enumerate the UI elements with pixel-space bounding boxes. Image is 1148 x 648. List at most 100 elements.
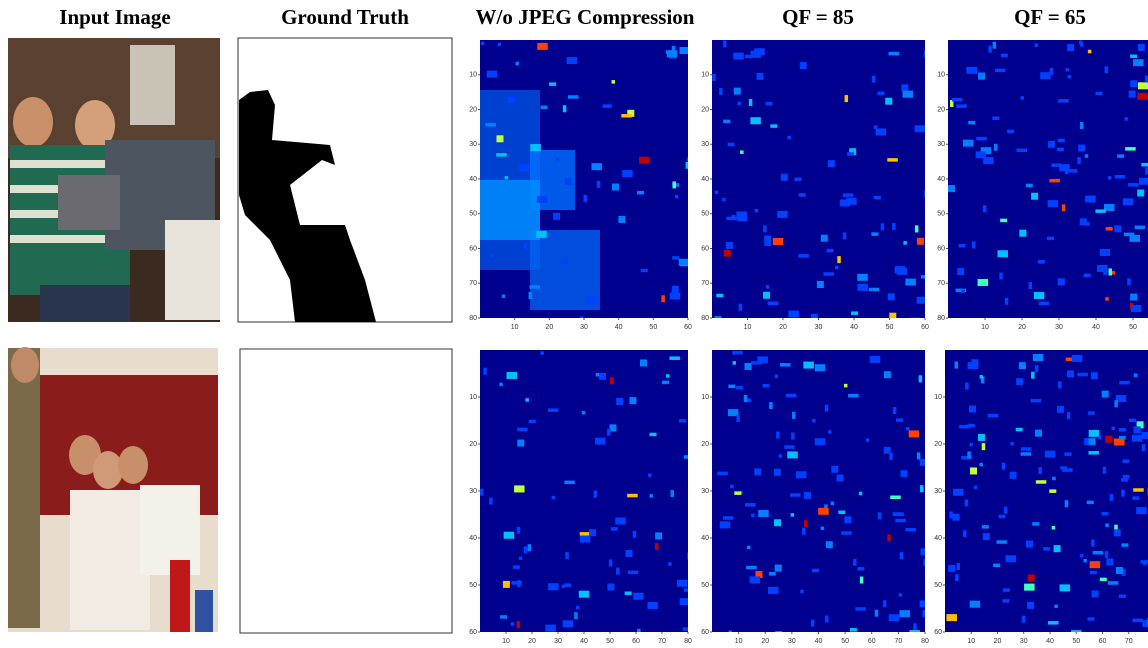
heatmap-cell [1103,272,1107,276]
heatmap-cell [507,372,517,379]
heatmap-cell [1031,372,1035,379]
heatmap-cell [818,508,829,515]
heatmap-cell [874,196,881,200]
heatmap-cell [1130,55,1137,59]
heatmap-cell [714,316,721,323]
heatmap-cell [889,313,896,320]
x-tick-label: 50 [886,324,894,331]
heatmap-cell [723,516,734,520]
heatmap-cell [1129,419,1136,423]
x-tick-label: 40 [580,638,588,645]
heatmap-cell [1077,373,1088,377]
heatmap-cell [1137,189,1144,196]
heatmap-cell [1029,282,1033,289]
heatmap-cell [1040,72,1051,79]
heatmap-cell [1021,447,1031,451]
heatmap-cell [781,174,788,181]
y-tick-label: 30 [934,488,942,495]
heatmap-cell [622,170,633,177]
heatmap-cell [804,492,811,499]
heatmap-cell [758,510,769,517]
heatmap-cell [717,472,728,476]
heatmap-cell [679,259,690,266]
y-tick-label: 80 [701,315,709,322]
heatmap-cell [1000,219,1007,223]
heatmap-cell [1092,590,1099,597]
heatmap-cell [597,181,601,188]
heatmap-cell [1006,555,1017,562]
heatmap-cell [1097,265,1108,272]
heatmap-cell [580,532,591,536]
x-tick-label: 30 [1020,638,1028,645]
heatmap-cell [1121,490,1125,497]
heatmap-cell [1035,430,1042,437]
heatmap-cell [1127,278,1131,285]
heatmap-cell [1043,547,1050,551]
heatmap-cell [909,630,920,634]
heatmap-cell [1002,463,1006,470]
heatmap-cell [1078,145,1085,152]
heatmap-cell [992,116,999,120]
heatmap-cell [1141,163,1148,167]
heatmap-cell [1057,406,1064,413]
heatmap-cell [1034,292,1045,299]
heatmap-cell [1124,233,1135,237]
y-tick-label: 80 [469,315,477,322]
heatmap-cell [574,612,578,619]
heatmap-cell [1048,200,1059,207]
heatmap-cell [524,243,528,250]
heatmap-cell [519,556,523,560]
heatmap-cell [625,592,632,596]
heatmap-cell [790,493,801,497]
heatmap-cell [729,631,733,638]
y-tick-label: 20 [934,441,942,448]
x-tick-label: 70 [894,638,902,645]
heatmap-cell [1024,584,1035,591]
heatmap-cell [1100,249,1111,256]
heatmap-cell [1106,227,1113,231]
heatmap-cell [1130,294,1137,301]
heatmap-cell [999,273,1003,280]
heatmap-cell [491,254,495,257]
heatmap-cell [922,610,926,617]
heatmap-cell [1123,198,1134,205]
heatmap-cell [541,106,548,110]
heatmap-cell [899,610,910,617]
heatmap-cell [1060,584,1071,591]
heatmap-cell [686,162,697,169]
heatmap-cell [775,375,779,379]
heatmap-cell [900,470,907,477]
heatmap-cell [915,225,919,232]
heatmap-cell [978,73,985,80]
heatmap-cell [965,499,969,506]
heatmap-cell [675,195,679,199]
x-tick-label: 10 [735,638,743,645]
heatmap-cell [621,114,632,118]
heatmap-cell [1105,436,1112,443]
heatmap-cell [747,546,751,550]
heatmap-cell [684,588,691,592]
heatmap-cell [673,181,677,188]
x-tick-label: 40 [615,324,623,331]
x-tick-label: 30 [580,324,588,331]
heatmap-cell [983,205,987,212]
heatmap-cell [481,42,485,46]
x-tick-label: 50 [649,324,657,331]
heatmap-cell [1119,428,1126,432]
heatmap-cell [1085,196,1096,203]
heatmap-cell [1022,616,1026,623]
heatmap-cell [1105,66,1109,73]
heatmap-cell [1108,176,1112,180]
heatmap-cell [498,43,502,47]
heatmap-cell [884,371,891,378]
heatmap-cell [877,92,884,96]
heatmap-cell [502,295,506,299]
x-tick-label: 40 [1046,638,1054,645]
heatmap-cell [563,105,567,112]
heatmap-cell [580,316,584,323]
heatmap-cell [1134,426,1141,433]
heatmap-cell [1058,278,1065,285]
heatmap-cell [565,178,572,185]
heatmap-cell [757,356,768,363]
heatmap-cell [716,294,723,298]
